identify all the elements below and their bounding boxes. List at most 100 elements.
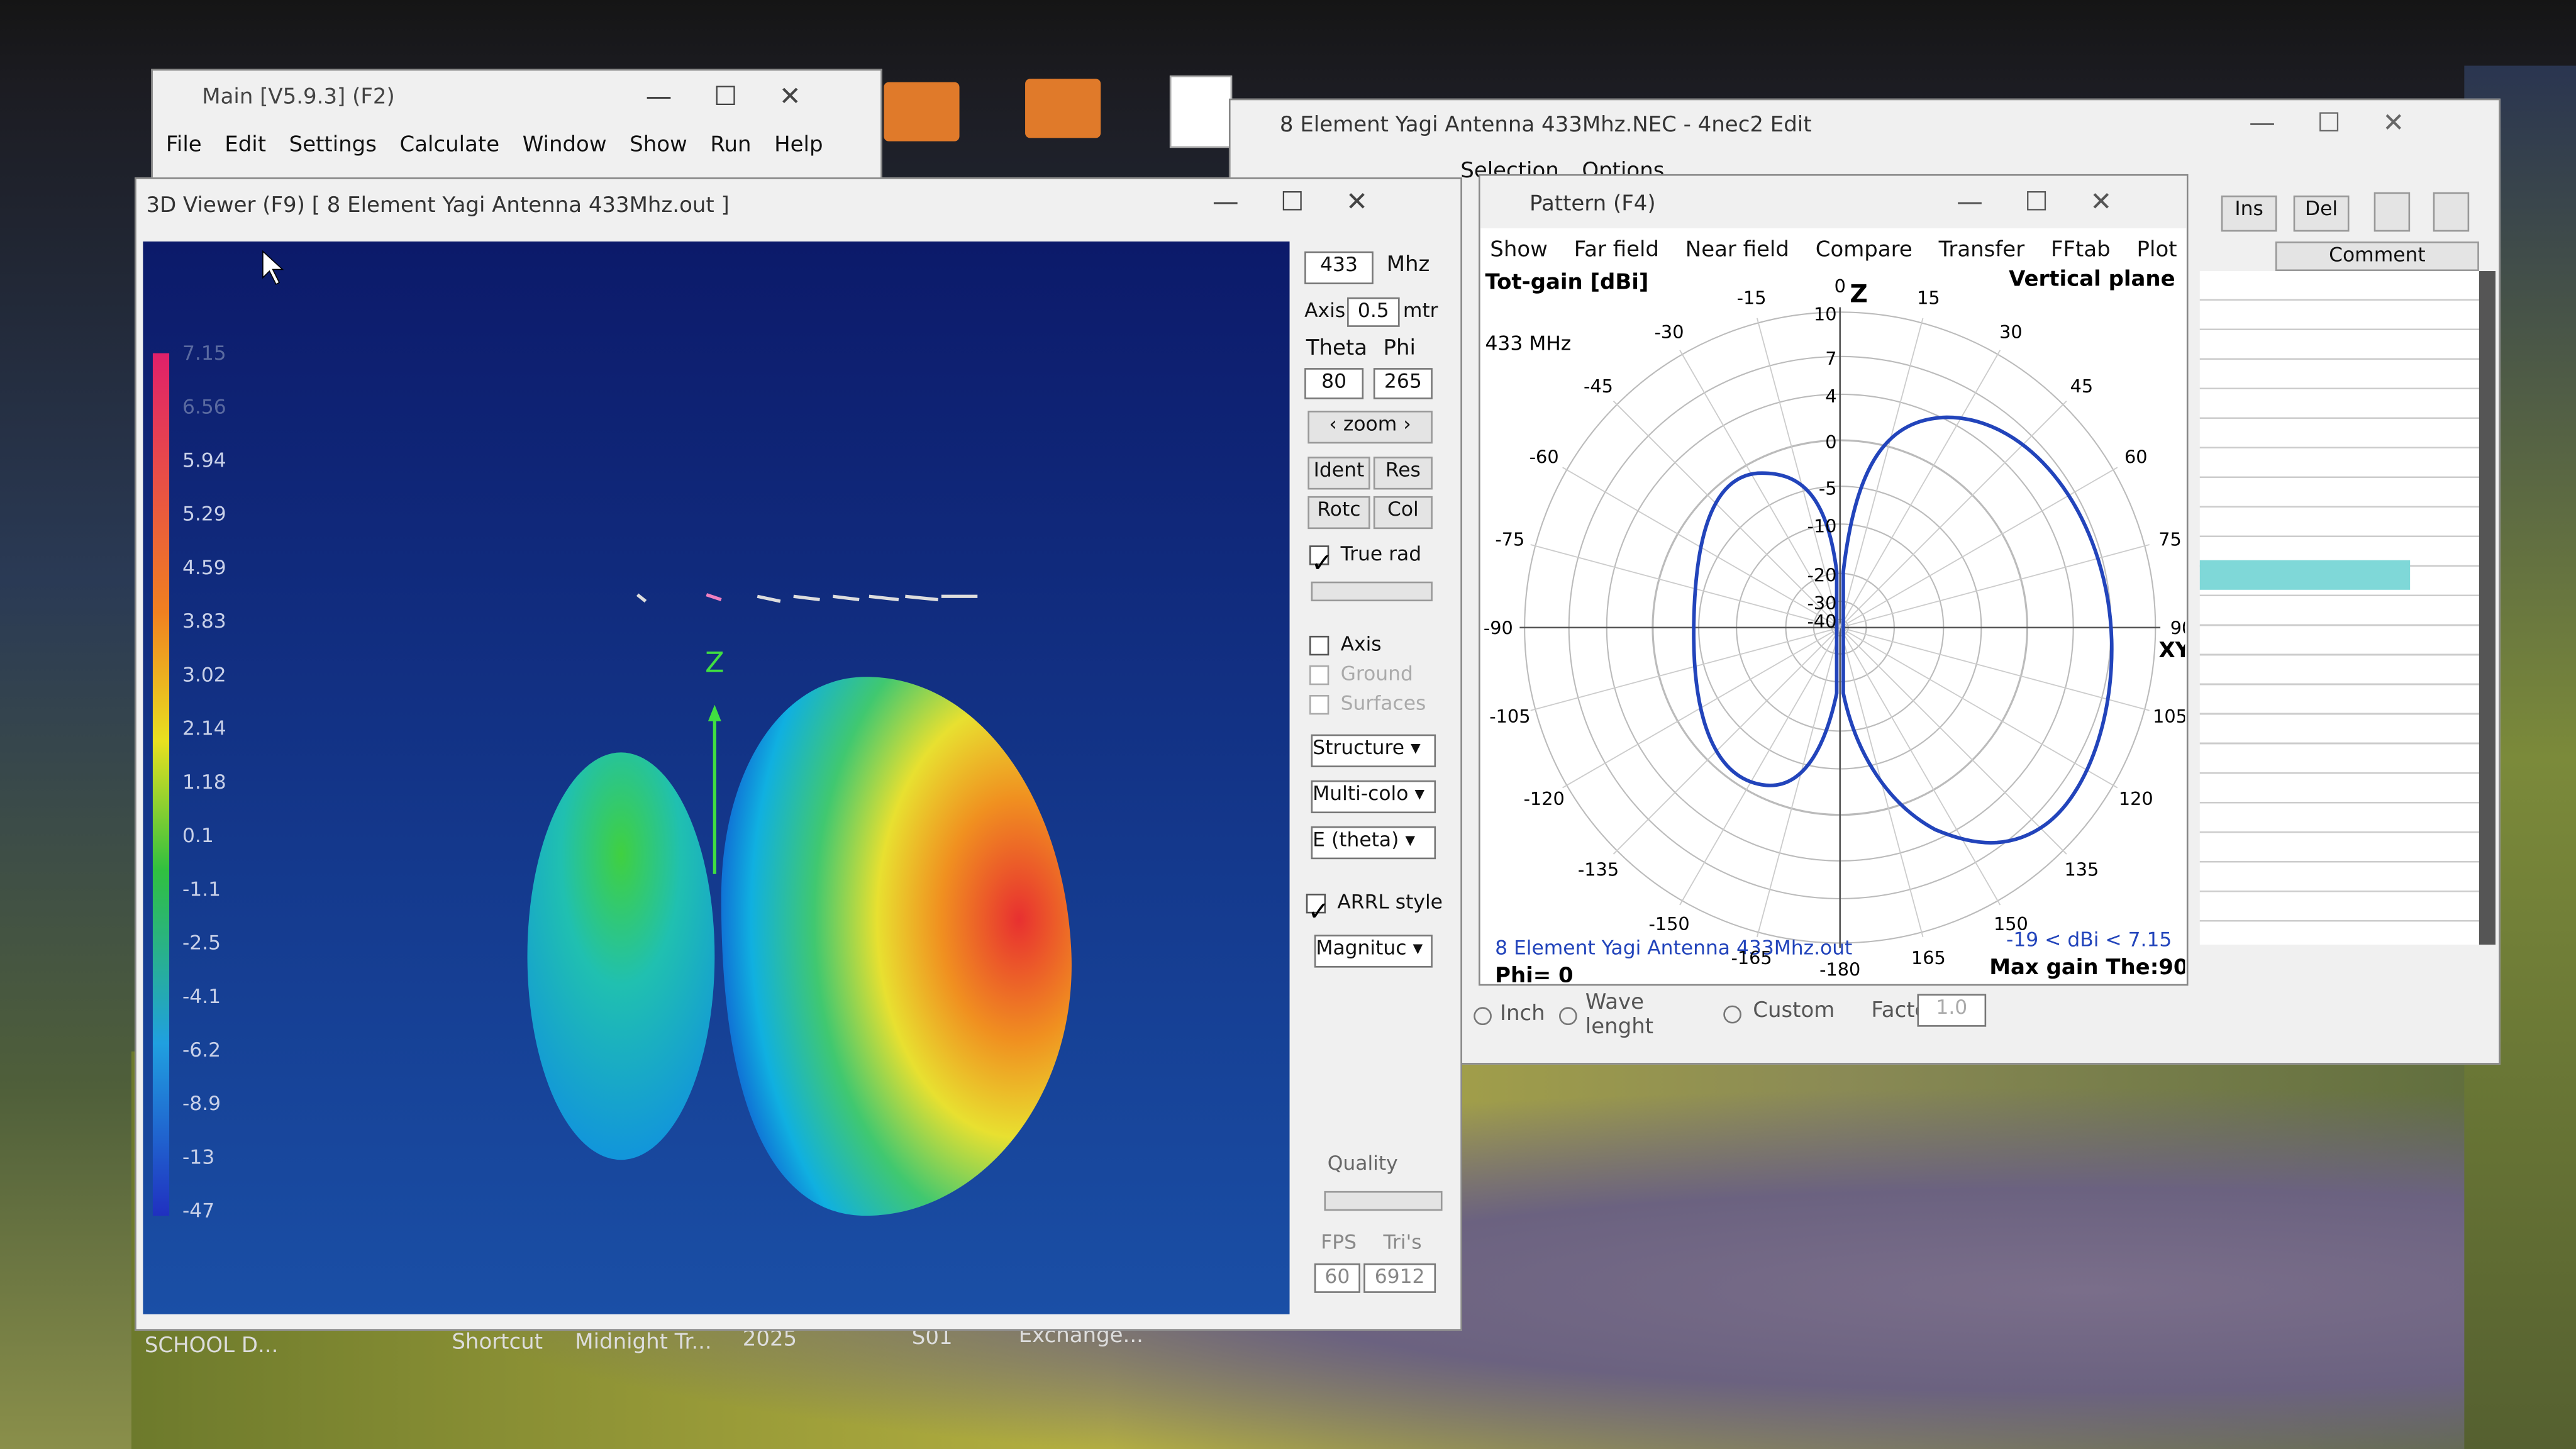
ring-label: -10 [1807, 515, 1837, 536]
angle-label: -75 [1495, 529, 1524, 550]
menu-item[interactable]: Calculate [399, 133, 500, 158]
angle-label: 90 [2170, 617, 2185, 638]
max-gain-label: Max gain The:90 [1989, 955, 2185, 980]
window-title: Pattern (F4) [1529, 192, 1656, 217]
zoom-control[interactable]: ‹ zoom › [1307, 411, 1433, 444]
desktop-icon-label[interactable]: Midnight Tr... [575, 1330, 712, 1356]
radio[interactable] [1474, 1007, 1492, 1026]
tool-button[interactable] [2373, 192, 2411, 232]
window-controls[interactable]: — ☐ ✕ [1212, 186, 1368, 217]
slider[interactable] [1311, 581, 1433, 602]
menu-item[interactable]: Compare [1815, 238, 1913, 263]
checkbox[interactable] [1309, 694, 1330, 715]
dropdown-value: Multi-colo [1313, 782, 1409, 805]
window-controls[interactable]: — ☐ ✕ [2249, 106, 2405, 138]
menu-item[interactable]: FFtab [2050, 238, 2111, 263]
angle-label: -165 [1731, 947, 1772, 969]
grid-spoke [1530, 626, 1840, 711]
scale-label: 4.59 [182, 557, 226, 579]
window-title: 3D Viewer (F9) [ 8 Element Yagi Antenna … [146, 194, 730, 219]
desktop-icon-label[interactable]: Shortcut [452, 1330, 543, 1356]
grid-spoke [1840, 626, 2150, 711]
angle-label: 150 [1994, 913, 2028, 935]
menu-item[interactable]: Plot [2136, 238, 2177, 263]
window-controls[interactable]: — ☐ ✕ [645, 80, 801, 112]
menu-item[interactable]: Run [710, 133, 752, 158]
angle-label: -90 [1484, 617, 1513, 638]
tool-button[interactable] [2433, 192, 2470, 232]
pattern-window: Pattern (F4) — ☐ ✕ Show Far field Near f… [1479, 174, 2189, 986]
ring-label: -40 [1807, 611, 1837, 632]
mouse-cursor [262, 250, 284, 285]
scale-label: -6.2 [182, 1039, 221, 1062]
checkbox[interactable]: ✓ [1309, 545, 1333, 579]
radio[interactable] [1559, 1007, 1577, 1026]
antenna-structure [636, 593, 978, 603]
polar-grid [1519, 307, 2161, 948]
grid-spoke [1679, 627, 1841, 906]
grid-spoke [1840, 467, 2118, 628]
radio[interactable] [1723, 1005, 1741, 1024]
menu-bar: File Edit Settings Calculate Window Show… [166, 133, 823, 158]
desktop-icon-label[interactable]: 2025 [742, 1327, 797, 1352]
desktop-doc[interactable] [1169, 75, 1233, 148]
slider[interactable] [1324, 1191, 1443, 1211]
quality-label: Quality [1327, 1152, 1398, 1175]
menu-item[interactable]: Show [1490, 238, 1548, 263]
dropdown[interactable]: Multi-colo ▾ [1311, 780, 1436, 814]
checkbox[interactable] [1309, 665, 1330, 686]
menu-item[interactable]: Window [522, 133, 607, 158]
phi-input[interactable]: 265 [1373, 368, 1433, 399]
desktop-folder[interactable] [884, 82, 960, 142]
ins-button[interactable]: Ins [2221, 195, 2277, 232]
angle-label: 0 [1835, 275, 1846, 297]
angle-label: 135 [2064, 859, 2099, 880]
title-bar [1480, 175, 2187, 229]
ring-label: 10 [1814, 303, 1837, 325]
gain-label: Tot-gain [dBi] [1485, 270, 1648, 295]
angle-label: -45 [1584, 375, 1613, 397]
ident-button[interactable]: Ident [1307, 457, 1370, 490]
angle-label: 30 [1999, 321, 2023, 343]
freq-input[interactable]: 433 [1304, 251, 1374, 284]
dropdown[interactable]: E (theta) ▾ [1311, 826, 1436, 860]
menu-item[interactable]: Edit [225, 133, 267, 158]
dropdown-value: Structure [1313, 736, 1405, 759]
menu-item[interactable]: Settings [289, 133, 377, 158]
menu-item[interactable]: Transfer [1938, 238, 2025, 263]
tris-label: Tri's [1383, 1230, 1422, 1254]
theta-label: Theta [1306, 336, 1368, 362]
col-button[interactable]: Col [1373, 496, 1433, 530]
grid-spoke [1839, 318, 1924, 628]
axis-size-input[interactable]: 0.5 [1347, 297, 1400, 327]
dropdown[interactable]: Magnituc ▾ [1314, 935, 1433, 968]
fps-value: 60 [1314, 1263, 1360, 1293]
xy-label: XY [2158, 638, 2185, 663]
scale-label: 6.56 [182, 396, 226, 418]
dropdown-value: E (theta) [1313, 828, 1399, 852]
file-label: 8 Element Yagi Antenna 433Mhz.out [1495, 937, 1852, 960]
desktop-folder[interactable] [1025, 79, 1101, 138]
checkbox[interactable] [1309, 635, 1330, 656]
menu-item[interactable]: Near field [1685, 238, 1789, 263]
angle-label: 165 [1911, 947, 1946, 969]
rotc-button[interactable]: Rotc [1307, 496, 1370, 530]
checkbox[interactable]: ✓ [1306, 894, 1330, 926]
factor-input[interactable]: 1.0 [1917, 994, 1987, 1027]
selected-row [2199, 560, 2411, 590]
menu-item[interactable]: Far field [1574, 238, 1659, 263]
del-button[interactable]: Del [2293, 195, 2350, 232]
theta-input[interactable]: 80 [1304, 368, 1364, 399]
grid-spoke [1840, 627, 2118, 789]
menu-item[interactable]: Show [630, 133, 687, 158]
dropdown[interactable]: Structure ▾ [1311, 734, 1436, 767]
ring-label: -30 [1807, 592, 1837, 614]
menu-item[interactable]: File [165, 133, 202, 158]
scale-label: -13 [182, 1146, 214, 1169]
window-controls[interactable]: — ☐ ✕ [1957, 186, 2112, 217]
desktop-icon-label[interactable]: SCHOOL D... [144, 1334, 279, 1359]
angle-label: -15 [1737, 287, 1767, 308]
scale-label: 5.29 [182, 503, 226, 526]
res-button[interactable]: Res [1373, 457, 1433, 490]
menu-item[interactable]: Help [774, 133, 823, 158]
